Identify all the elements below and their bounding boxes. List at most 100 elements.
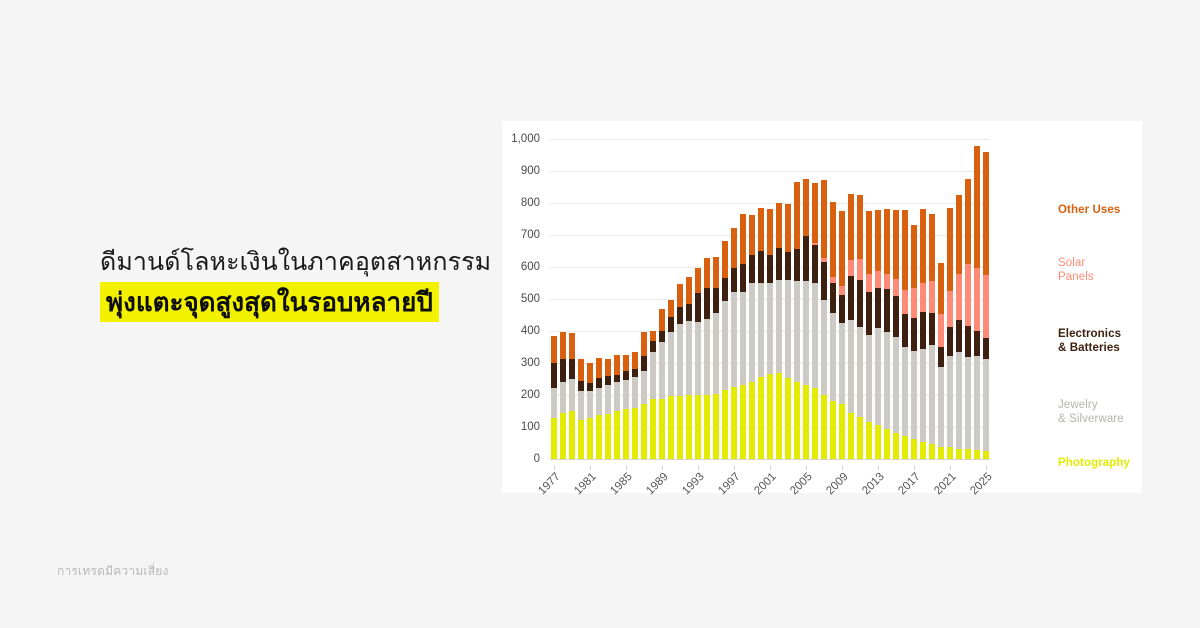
bar-segment-other-uses [641,331,648,356]
x-tick-2005 [805,465,807,470]
bar-segment-electronics-batteries [578,380,585,392]
bar-segment-photography [982,450,989,459]
bar-segment-other-uses [775,203,782,249]
bar-segment-photography [605,413,612,459]
bar-segment-jewelry-silverware [551,388,558,419]
bar-segment-electronics-batteries [892,296,899,338]
bar-segment-electronics-batteries [964,325,971,357]
bar-segment-photography [758,377,765,459]
bar-segment-jewelry-silverware [677,323,684,396]
bar-segment-jewelry-silverware [928,344,935,444]
bar-segment-electronics-batteries [767,254,773,284]
bar-segment-other-uses [623,354,630,371]
bar-segment-jewelry-silverware [829,313,836,401]
y-tick-label-800: 800 [520,197,540,209]
bar-segment-solar-panels [874,270,881,288]
bar-segment-other-uses [784,203,791,252]
bar-segment-electronics-batteries [937,346,944,367]
bar-segment-other-uses [767,208,773,255]
bar-1983 [605,358,612,459]
bar-segment-electronics-batteries [901,314,908,348]
bar-segment-photography [722,389,729,459]
bar-segment-electronics-batteries [919,312,926,349]
bar-segment-other-uses [802,179,809,237]
bar-segment-electronics-batteries [551,363,558,389]
bar-segment-electronics-batteries [793,249,800,281]
bar-segment-jewelry-silverware [623,379,630,410]
bar-segment-electronics-batteries [749,255,756,283]
bar-2006 [811,182,818,459]
y-tick-label-1000: 1,000 [511,133,540,145]
bar-segment-photography [793,381,800,459]
plot-area [550,139,990,460]
bar-segment-electronics-batteries [722,277,729,302]
y-axis-labels: 0 100 200 300 400 500 600 700 800 900 1,000 [502,133,546,465]
bar-segment-other-uses [964,179,971,264]
bar-segment-electronics-batteries [560,358,567,382]
bar-segment-jewelry-silverware [578,391,585,420]
bar-1995 [713,257,720,459]
legend-item-other-uses: Other Uses [1058,204,1121,216]
bar-segment-jewelry-silverware [946,356,953,448]
bar-segment-electronics-batteries [883,289,890,332]
bar-segment-jewelry-silverware [982,358,989,451]
bar-segment-other-uses [596,358,603,378]
bar-segment-other-uses [820,179,827,259]
bar-segment-other-uses [578,358,585,381]
bar-segment-electronics-batteries [811,244,818,284]
bar-segment-photography [865,421,872,459]
x-tick-label-1989: 1989 [644,470,672,498]
bar-segment-solar-panels [847,259,854,276]
headline-block: ดีมานด์โลหะเงินในภาคอุตสาหกรรม พุ่งแตะจุ… [100,245,500,322]
bar-segment-photography [937,446,944,459]
bar-segment-electronics-batteries [713,287,720,313]
bar-1984 [614,354,621,459]
y-tick-label-900: 900 [520,165,540,177]
bar-segment-electronics-batteries [874,287,881,329]
bar-segment-photography [838,404,845,459]
bar-segment-jewelry-silverware [892,337,899,433]
bar-1988 [650,331,657,459]
bar-segment-jewelry-silverware [632,377,639,408]
x-tick-1993 [698,465,700,470]
bar-segment-jewelry-silverware [784,279,791,379]
bar-segment-photography [632,407,639,459]
bar-1990 [668,299,675,459]
bar-1994 [704,257,711,459]
y-tick-label-0: 0 [533,453,540,465]
bar-segment-other-uses [793,182,800,250]
bar-segment-solar-panels [946,291,953,328]
bar-segment-photography [892,432,899,459]
bar-segment-photography [856,417,863,459]
y-tick-label-400: 400 [520,325,540,337]
bar-segment-photography [587,417,594,459]
legend-item-electronics-batteries: Electronics & Batteries [1058,328,1122,354]
bar-segment-electronics-batteries [731,267,738,292]
bar-segment-other-uses [551,335,558,364]
bar-segment-photography [829,400,836,459]
bar-segment-electronics-batteries [677,307,684,324]
bar-segment-electronics-batteries [587,382,594,391]
x-axis-labels: 1977 1981 1985 1989 1993 1997 2001 2005 2009 2013… [537,465,994,511]
chart-card: 0 100 200 300 400 500 600 700 800 900 1,000 1977 19… [502,121,1142,497]
bar-segment-photography [901,435,908,459]
bar-segment-other-uses [713,257,720,288]
bar-2017 [910,225,917,459]
bar-segment-other-uses [659,308,666,331]
bar-segment-jewelry-silverware [955,351,962,449]
bar-2011 [856,195,863,459]
bar-1997 [731,228,738,459]
gridline-0 [550,459,990,460]
bar-segment-jewelry-silverware [605,385,612,414]
bar-segment-electronics-batteries [632,369,639,378]
bar-segment-jewelry-silverware [937,366,944,447]
bar-segment-other-uses [982,152,989,276]
bar-segment-photography [919,441,926,459]
bar-segment-solar-panels [973,267,980,332]
bar-1999 [749,214,756,459]
y-tick-label-500: 500 [520,293,540,305]
bar-segment-solar-panels [982,275,989,339]
bar-segment-electronics-batteries [982,338,989,359]
bar-segment-other-uses [722,241,729,278]
bar-segment-solar-panels [811,243,818,245]
